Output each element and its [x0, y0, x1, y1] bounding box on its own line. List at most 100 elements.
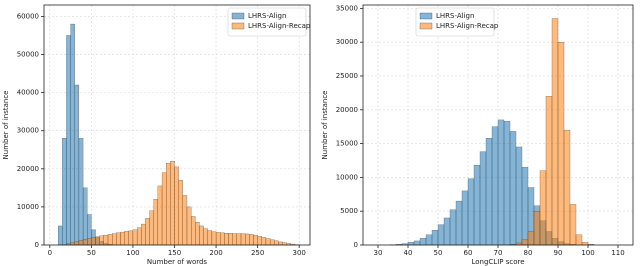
- histogram-bar: [274, 240, 279, 246]
- histogram-bar: [509, 131, 517, 246]
- histogram-bar: [515, 146, 523, 246]
- histogram-bar: [533, 211, 541, 246]
- legend-label: LHRS-Align-Recap: [248, 22, 311, 30]
- histogram-bar: [66, 35, 71, 246]
- histogram-bar: [253, 234, 258, 246]
- histogram-bar: [62, 138, 67, 246]
- histogram-bar: [269, 239, 275, 246]
- legend-box: [415, 7, 495, 37]
- histogram-bar: [78, 138, 84, 246]
- histogram-bar: [153, 199, 159, 246]
- histogram-bar: [87, 238, 92, 246]
- x-tick-label: 80: [524, 249, 533, 257]
- legend-label: LHRS-Align: [248, 12, 286, 20]
- x-tick-label: 250: [251, 249, 264, 257]
- x-tick-label: 50: [434, 249, 443, 257]
- histogram-bar: [503, 121, 511, 246]
- histogram-bar: [178, 180, 183, 246]
- histogram-bar: [91, 237, 96, 246]
- chart: 0 5000 10000 15000 20000 25000 30000 35000 30 40 5…: [321, 4, 634, 266]
- y-tick-label: 35000: [336, 4, 358, 12]
- histogram-bar: [278, 241, 283, 246]
- histogram-bar: [182, 195, 188, 246]
- histogram-bar: [261, 237, 267, 246]
- y-tick-label: 0: [354, 241, 358, 249]
- legend-swatch: [231, 22, 245, 30]
- x-tick-label: 40: [404, 249, 413, 257]
- histogram-bar: [467, 178, 475, 246]
- legend-swatch: [419, 22, 433, 30]
- x-tick-label: 200: [209, 249, 222, 257]
- histogram-bar: [473, 165, 481, 246]
- histogram-bar: [141, 223, 146, 246]
- histogram-bar: [95, 236, 100, 246]
- histogram-bar: [120, 231, 125, 246]
- histogram-bar: [575, 234, 583, 246]
- histogram-bar: [215, 232, 221, 246]
- histogram-bar: [431, 230, 439, 246]
- histogram-bar: [581, 242, 589, 246]
- legend: LHRS-Align LHRS-Align-Recap: [227, 7, 311, 37]
- histogram-bar: [240, 233, 246, 246]
- x-tick-label: 60: [464, 249, 473, 257]
- histogram-bar: [145, 218, 150, 246]
- histogram-bar: [479, 151, 487, 246]
- histogram-bar: [545, 96, 553, 246]
- histogram-bar: [521, 239, 529, 246]
- y-tick-label: 10000: [336, 173, 358, 181]
- histogram-bar: [539, 170, 547, 246]
- legend-label: LHRS-Align-Recap: [436, 22, 499, 30]
- plot-frame: [43, 4, 311, 246]
- y-tick-label: 30000: [17, 127, 39, 135]
- chart: 0 10000 20000 30000 40000 50000 60000 0 50 100 150…: [2, 4, 311, 266]
- histogram-bar: [74, 84, 80, 246]
- histogram-bar: [157, 185, 163, 246]
- histogram-bar: [149, 210, 154, 246]
- legend: LHRS-Align LHRS-Align-Recap: [415, 7, 499, 37]
- histogram-bar: [116, 232, 121, 246]
- x-tick-label: 100: [126, 249, 139, 257]
- histogram-bar: [224, 233, 229, 246]
- histogram-bar: [563, 129, 571, 246]
- histogram-bar: [437, 224, 445, 246]
- histogram-bar: [78, 240, 84, 246]
- histogram-bar: [203, 228, 208, 246]
- histogram-bar: [461, 190, 469, 246]
- histogram-bar: [128, 230, 134, 246]
- histogram-bar: [228, 233, 233, 246]
- histogram-bar: [443, 217, 451, 246]
- histogram-bar: [74, 241, 80, 246]
- y-tick-label: 15000: [336, 140, 358, 148]
- legend-label: LHRS-Align: [436, 12, 474, 20]
- y-tick-label: 5000: [340, 207, 358, 215]
- histogram-bar: [419, 238, 427, 246]
- histogram-bar: [124, 231, 129, 246]
- histogram-bar: [195, 222, 200, 246]
- x-axis-label: Number of words: [147, 258, 208, 266]
- histogram-bar: [199, 225, 204, 246]
- histogram-bar: [161, 172, 167, 246]
- histogram-bar: [527, 231, 535, 246]
- x-tick-label: 70: [494, 249, 503, 257]
- histogram-bar: [211, 231, 217, 246]
- histogram-bar: [107, 234, 113, 246]
- histogram-bar: [413, 240, 421, 246]
- histogram-bar: [407, 242, 415, 246]
- histogram-bar: [82, 187, 88, 246]
- y-tick-label: 10000: [17, 203, 39, 211]
- histogram-bar: [265, 238, 271, 246]
- histogram-bar: [103, 234, 109, 246]
- histogram-bar: [166, 162, 171, 246]
- x-tick-label: 100: [581, 249, 594, 257]
- histogram-bar: [174, 166, 179, 246]
- histogram-bar: [70, 23, 75, 246]
- plot-frame: [362, 4, 634, 246]
- histogram-bar: [220, 232, 225, 246]
- histogram-bar: [132, 229, 138, 246]
- histogram-bar: [485, 138, 493, 246]
- histogram-bar: [236, 233, 242, 246]
- histogram-bar: [207, 230, 213, 246]
- histogram-bar: [99, 235, 104, 246]
